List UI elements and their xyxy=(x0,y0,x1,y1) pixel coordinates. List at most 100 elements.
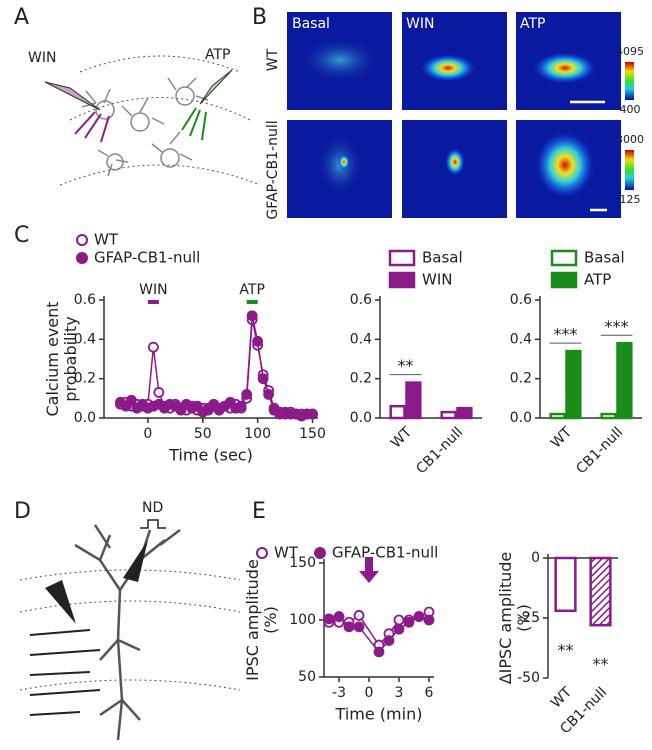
x-tick-label: WT xyxy=(548,424,575,451)
y-tick-label: 0.6 xyxy=(350,292,372,308)
legend-label: WT xyxy=(274,544,299,562)
y-axis-label: IPSC amplitude (%) xyxy=(243,559,280,681)
y-tick-label: 0.2 xyxy=(350,371,372,387)
data-point xyxy=(343,621,355,633)
data-point xyxy=(307,408,318,420)
drug-label: WIN xyxy=(28,50,56,66)
x-tick-label: WT xyxy=(548,684,575,711)
bar xyxy=(616,342,633,420)
legend-label: GFAP-CB1-null xyxy=(332,544,438,562)
data-point xyxy=(333,611,345,622)
x-tick-label: 50 xyxy=(194,426,212,442)
stimulus-label: ND xyxy=(142,500,163,516)
x-tick-label: 6 xyxy=(425,685,434,701)
legend-marker xyxy=(76,252,88,264)
drug-label: ATP xyxy=(205,47,230,63)
data-point xyxy=(413,611,425,622)
application-arrow xyxy=(359,557,379,583)
panel-label: E xyxy=(252,499,266,524)
bar xyxy=(389,404,406,420)
x-tick-label: 0 xyxy=(143,426,152,442)
significance-label: *** xyxy=(605,317,629,336)
data-point xyxy=(153,387,165,398)
legend-label: WT xyxy=(94,231,119,249)
y-tick-label: 0.6 xyxy=(74,292,96,308)
bar xyxy=(554,556,577,613)
image-grid xyxy=(287,12,634,218)
bar xyxy=(565,349,582,420)
y-tick-label: 150 xyxy=(289,555,316,571)
data-point xyxy=(147,341,159,353)
y-tick-label: 0.0 xyxy=(510,410,532,426)
x-tick-label: CB1-null xyxy=(413,424,466,477)
legend-swatch xyxy=(388,249,416,267)
y-tick-label: 0.0 xyxy=(350,410,372,426)
stimulus-label: ATP xyxy=(239,282,264,298)
data-point xyxy=(263,388,275,400)
data-point xyxy=(235,400,247,412)
image-row-label: GFAP-CB1-null xyxy=(265,120,281,219)
stimulus-label: WIN xyxy=(139,282,167,298)
data-point xyxy=(246,310,258,322)
scale-label: 3000 xyxy=(616,133,644,146)
y-axis-label: ΔIPSC amplitude (%) xyxy=(496,551,533,685)
y-axis-label: Calcium event probability xyxy=(43,301,80,417)
legend-label: GFAP-CB1-null xyxy=(94,249,200,267)
image-column-label: ATP xyxy=(520,16,545,32)
y-tick-label: 0.0 xyxy=(74,410,96,426)
legend-marker xyxy=(256,547,268,559)
data-point xyxy=(257,373,269,385)
data-point xyxy=(373,646,385,658)
significance-label: ** xyxy=(398,356,414,375)
data-point xyxy=(241,388,253,400)
y-tick-label: 0 xyxy=(531,550,540,566)
scale-label: 125 xyxy=(620,193,641,206)
series-line xyxy=(328,615,430,654)
diagram-d xyxy=(19,519,241,741)
y-tick-label: 0.4 xyxy=(510,331,532,347)
legend-swatch xyxy=(550,271,578,289)
legend-marker xyxy=(314,547,326,559)
y-tick-label: -50 xyxy=(517,670,540,686)
data-point xyxy=(383,635,395,646)
data-point xyxy=(252,335,264,347)
legend-label: ATP xyxy=(584,271,611,289)
data-point xyxy=(393,614,405,626)
scale-label: 4095 xyxy=(616,45,644,58)
panel-label: A xyxy=(14,5,29,30)
y-axis-label-box: Calcium event probability xyxy=(43,301,80,417)
y-tick-label: 0.2 xyxy=(510,371,532,387)
legend-label: WIN xyxy=(422,271,452,289)
y-tick-label: 0.6 xyxy=(510,292,532,308)
image-column-label: WIN xyxy=(406,16,434,32)
diagram-a xyxy=(44,55,261,186)
bar xyxy=(440,410,457,420)
x-tick-label: 150 xyxy=(299,426,326,442)
y-tick-label: 50 xyxy=(298,669,316,685)
scale-label: 400 xyxy=(620,103,641,116)
panel-label: D xyxy=(14,499,31,524)
y-axis-label-box: ΔIPSC amplitude (%) xyxy=(496,551,533,685)
data-point xyxy=(423,614,435,626)
y-tick-label: -25 xyxy=(517,610,540,626)
bar xyxy=(405,381,422,420)
data-point xyxy=(403,616,415,628)
bar xyxy=(600,412,617,420)
data-point xyxy=(353,621,365,633)
x-axis-label: Time (sec) xyxy=(168,446,253,465)
data-point xyxy=(353,610,365,621)
legend-marker xyxy=(76,234,88,246)
x-tick-label: WT xyxy=(388,424,415,451)
y-tick-label: 100 xyxy=(289,612,316,628)
x-tick-label: 0 xyxy=(365,685,374,701)
legend-label: Basal xyxy=(422,249,463,267)
x-tick-label: 3 xyxy=(395,685,404,701)
significance-label: *** xyxy=(554,325,578,344)
image-row-label: WT xyxy=(265,48,281,71)
panel-label: C xyxy=(14,223,29,248)
legend-swatch xyxy=(388,271,416,289)
panel-label: B xyxy=(252,5,267,30)
x-axis-label: Time (min) xyxy=(335,705,423,724)
data-point xyxy=(126,394,137,406)
